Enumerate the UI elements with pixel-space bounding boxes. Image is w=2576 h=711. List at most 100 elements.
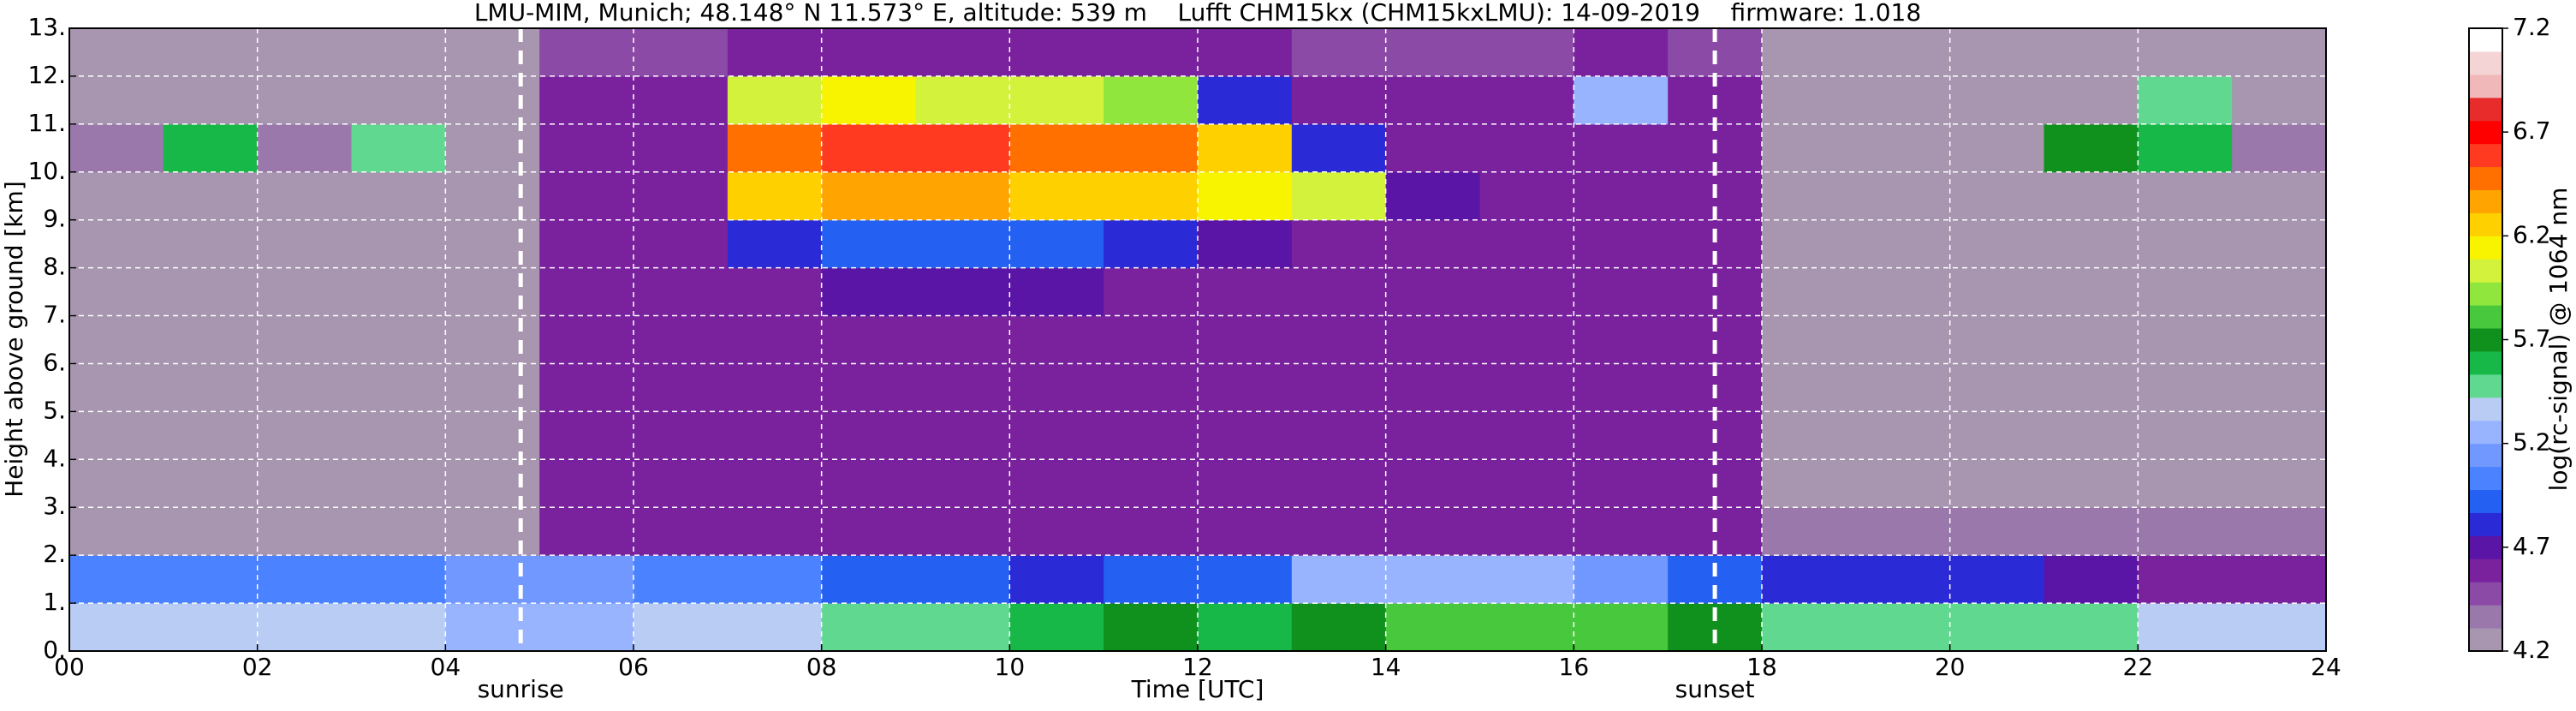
heatmap-cell <box>2138 267 2233 317</box>
heatmap-cell <box>1385 28 1480 77</box>
heatmap-cell <box>1104 363 1199 412</box>
colorbar-segment <box>2469 28 2502 52</box>
heatmap-cell <box>351 28 446 77</box>
heatmap-cell <box>2232 28 2327 77</box>
heatmap-cell <box>634 28 729 77</box>
heatmap-cell <box>821 363 916 412</box>
colorbar-segment <box>2469 535 2502 559</box>
colorbar-label: log(rc-signal) @ 1064 nm <box>2544 188 2573 492</box>
heatmap-cell <box>445 123 540 173</box>
plot-frame <box>68 27 2327 652</box>
heatmap-cell <box>351 267 446 317</box>
heatmap-cell <box>445 219 540 269</box>
heatmap-cell <box>163 267 259 317</box>
heatmap-cell <box>163 75 259 125</box>
heatmap-cell <box>634 459 729 508</box>
heatmap-cell <box>539 411 634 460</box>
heatmap-cell <box>1855 411 1951 460</box>
heatmap-cell <box>821 75 916 125</box>
y-tick-label: 5. <box>43 396 66 424</box>
heatmap-cell <box>2044 507 2139 556</box>
annotation-label: sunset <box>1675 675 1755 703</box>
heatmap-cell <box>1479 411 1574 460</box>
heatmap-cell <box>1479 75 1574 125</box>
heatmap-cell <box>915 603 1010 652</box>
heatmap-cell <box>727 28 823 77</box>
heatmap-cell <box>445 459 540 508</box>
heatmap-cell <box>1198 363 1293 412</box>
heatmap-cell <box>69 171 164 221</box>
heatmap-cell <box>1762 267 1857 317</box>
heatmap-cell <box>445 28 540 77</box>
heatmap-cell <box>257 267 352 317</box>
heatmap-cell <box>1198 459 1293 508</box>
heatmap-cell <box>1949 603 2044 652</box>
heatmap-cell <box>257 171 352 221</box>
heatmap-cell <box>1198 75 1293 125</box>
heatmap-cell <box>1949 123 2044 173</box>
heatmap-cell <box>1762 363 1857 412</box>
heatmap-cell <box>634 75 729 125</box>
heatmap-cell <box>1291 171 1387 221</box>
heatmap-cell <box>1479 315 1574 364</box>
heatmap-cell <box>1479 555 1574 604</box>
colorbar-segment <box>2469 282 2502 306</box>
heatmap-cell <box>1855 219 1951 269</box>
y-tick-label: 4. <box>43 444 66 472</box>
colorbar-segment <box>2469 212 2502 236</box>
heatmap-cell <box>1291 315 1387 364</box>
heatmap-cell <box>1855 171 1951 221</box>
heatmap-cell <box>2232 267 2327 317</box>
heatmap-cell <box>2232 123 2327 173</box>
heatmap-cell <box>351 459 446 508</box>
heatmap-cell <box>1949 507 2044 556</box>
heatmap-cell <box>727 75 823 125</box>
heatmap-cell <box>1291 555 1387 604</box>
heatmap-cell <box>915 123 1010 173</box>
heatmap-cell <box>1291 123 1387 173</box>
heatmap-cell <box>1479 267 1574 317</box>
heatmap-cell <box>351 411 446 460</box>
heatmap-cell <box>445 411 540 460</box>
heatmap-cell <box>1291 363 1387 412</box>
heatmap-cell <box>2044 363 2139 412</box>
heatmap-cell <box>2044 28 2139 77</box>
heatmap-cell <box>634 363 729 412</box>
heatmap-cell <box>2232 459 2327 508</box>
heatmap-cell <box>634 507 729 556</box>
heatmap-cell <box>1762 555 1857 604</box>
heatmap-cell <box>1855 267 1951 317</box>
heatmap-cell <box>1009 219 1104 269</box>
heatmap-cell <box>727 555 823 604</box>
heatmap-cell <box>2232 411 2327 460</box>
y-axis-label: Height above ground [km] <box>0 181 28 498</box>
x-tick-label: 22 <box>2123 653 2154 681</box>
heatmap-cell <box>1574 75 1669 125</box>
heatmap-cell <box>1009 363 1104 412</box>
heatmap-cell <box>634 171 729 221</box>
heatmap-cell <box>1198 315 1293 364</box>
colorbar-segment <box>2469 350 2502 375</box>
heatmap-cell <box>445 75 540 125</box>
heatmap-cell <box>257 603 352 652</box>
heatmap-cell <box>727 123 823 173</box>
heatmap-cell <box>2044 555 2139 604</box>
heatmap-cell <box>1291 28 1387 77</box>
heatmap-cell <box>1291 75 1387 125</box>
x-tick-label: 18 <box>1746 653 1777 681</box>
heatmap-cell <box>1479 363 1574 412</box>
colorbar-segment <box>2469 328 2502 352</box>
heatmap-cell <box>2044 123 2139 173</box>
heatmap-cell <box>1104 555 1199 604</box>
heatmap-cell <box>1291 459 1387 508</box>
heatmap-cell <box>915 459 1010 508</box>
heatmap-cell <box>821 507 916 556</box>
heatmap-cell <box>257 219 352 269</box>
heatmap-cell <box>1009 75 1104 125</box>
heatmap-cell <box>351 603 446 652</box>
x-tick-label: 12 <box>1182 653 1213 681</box>
heatmap-cell <box>821 123 916 173</box>
heatmap-cell <box>69 555 164 604</box>
heatmap-cell <box>1009 315 1104 364</box>
heatmap-cell <box>1104 171 1199 221</box>
